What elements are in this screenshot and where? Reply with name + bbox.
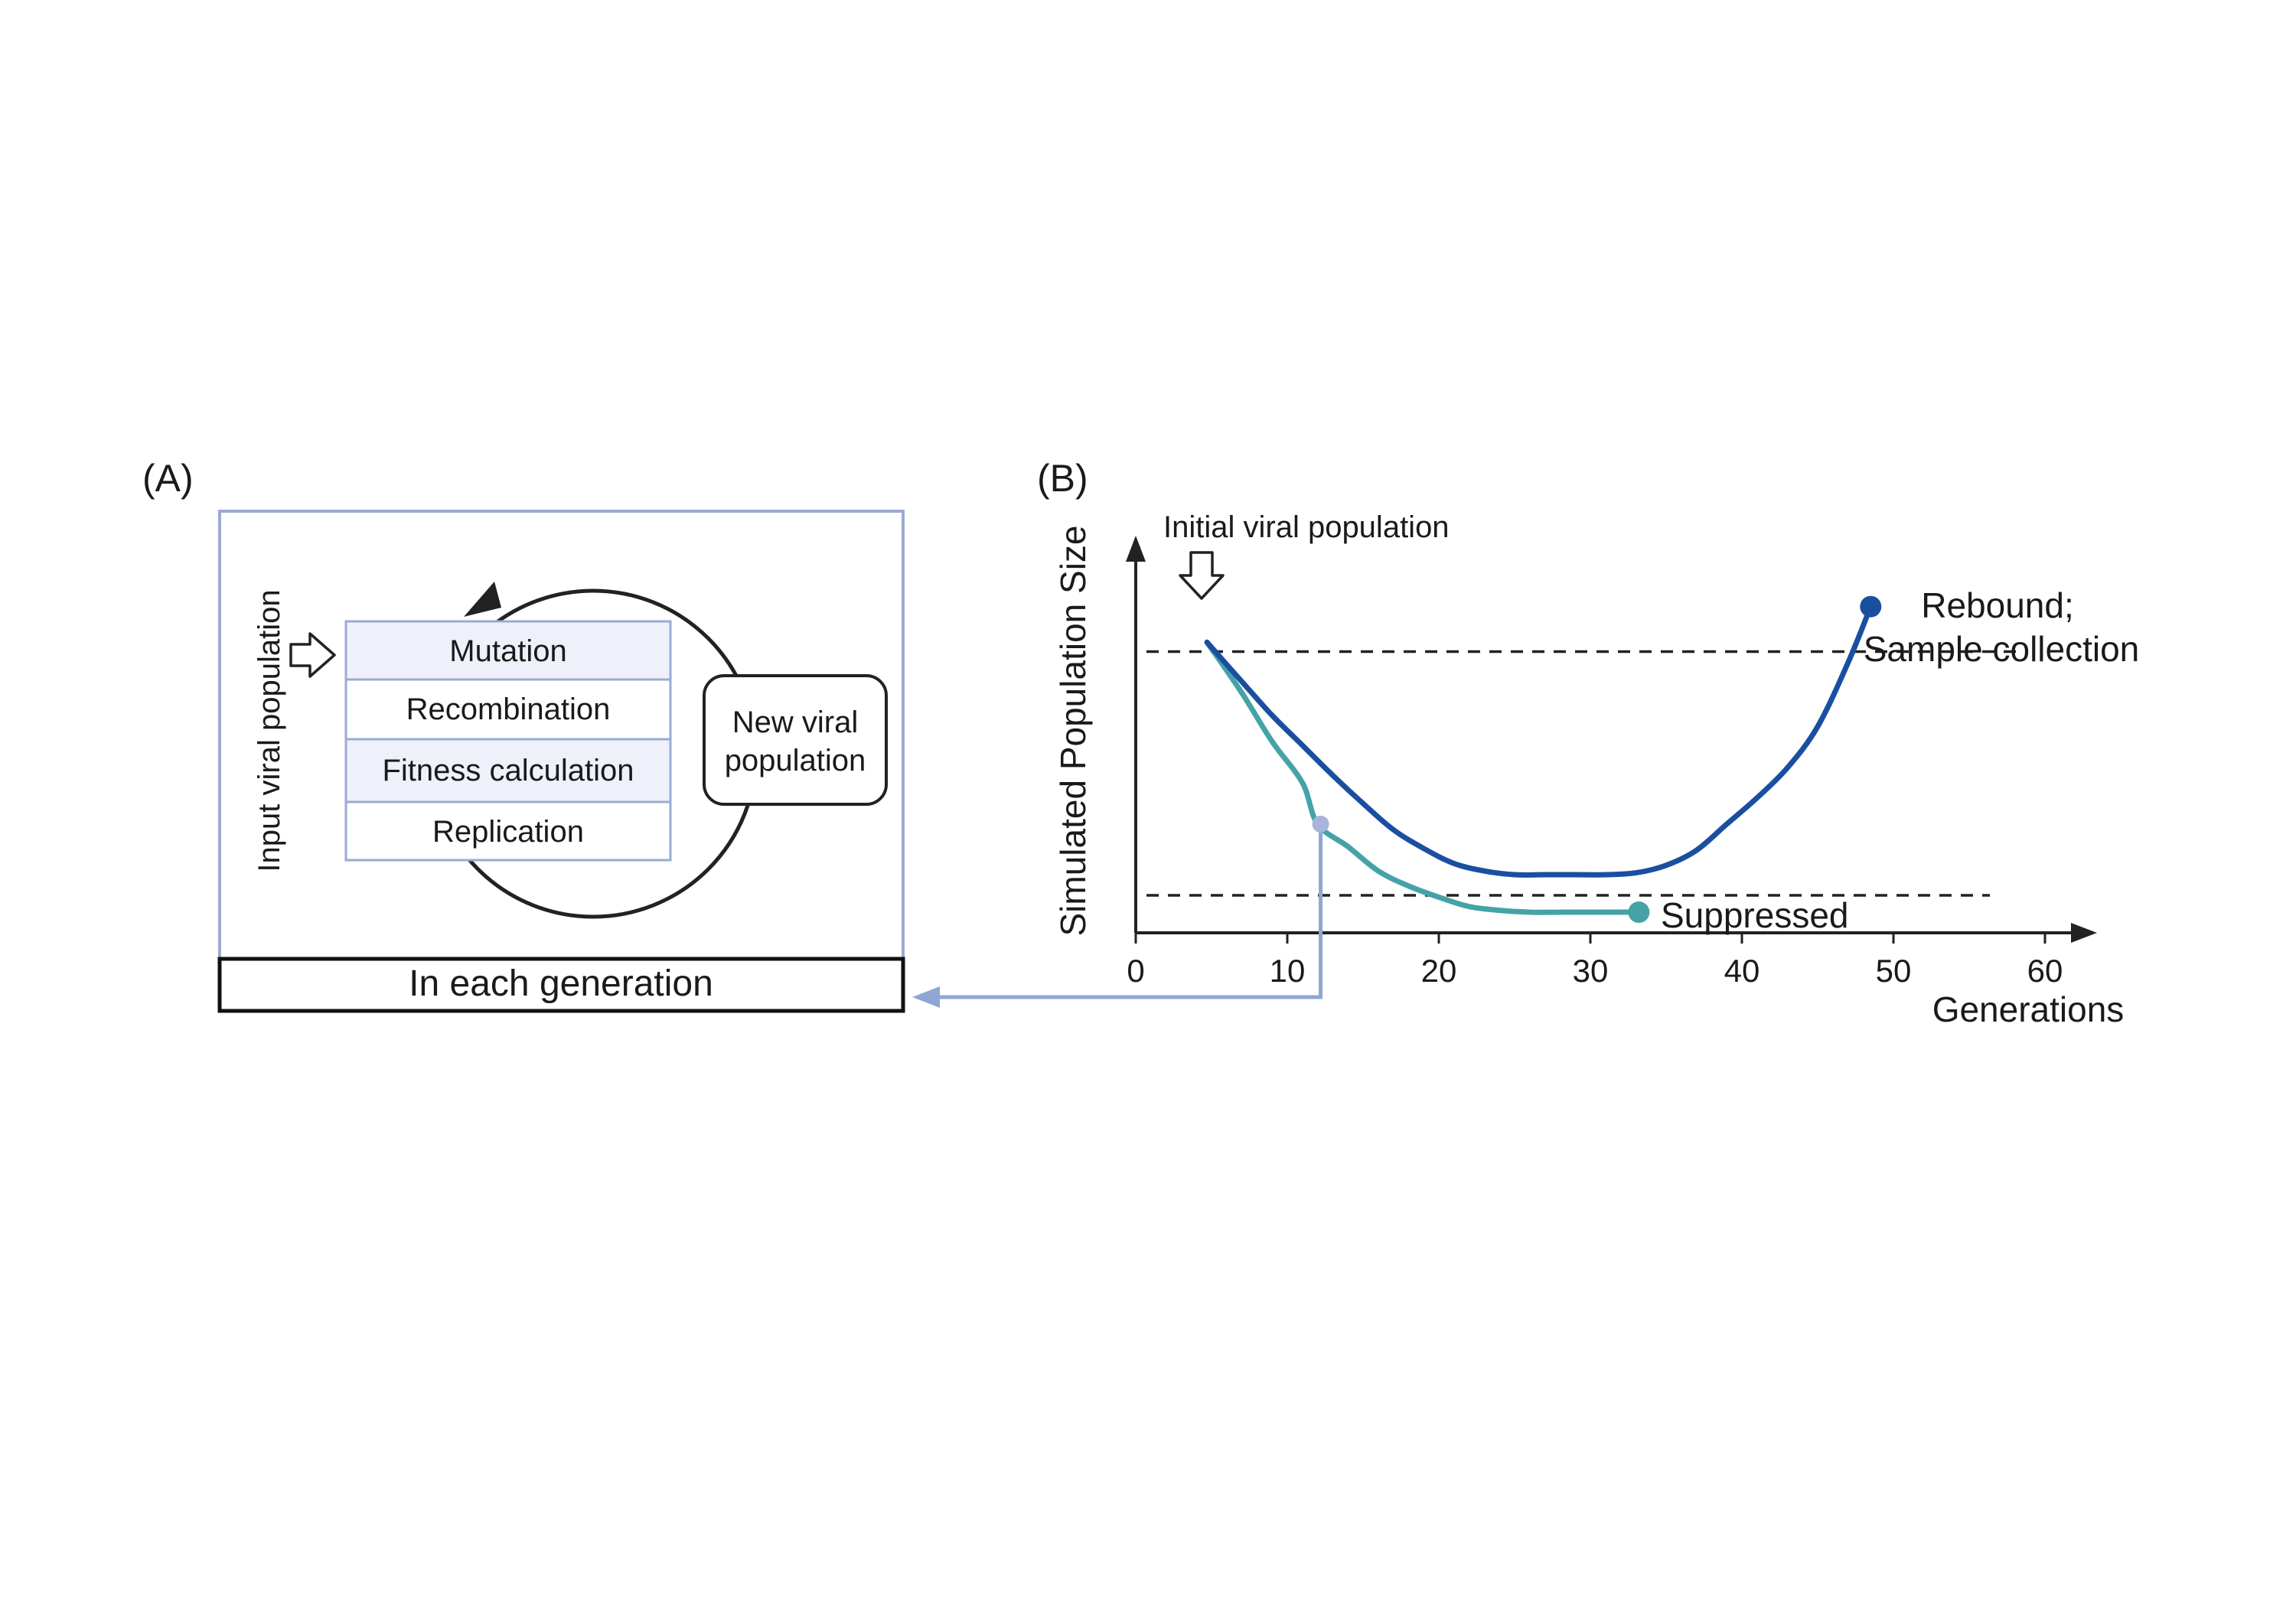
panel-a-label: (A) (142, 457, 194, 500)
step-replication: Replication (432, 815, 584, 849)
initial-population-arrow-icon (1179, 551, 1225, 600)
step-box-fitness (344, 738, 672, 804)
x-tick-label: 10 (1270, 953, 1306, 989)
new-population-line1: New viral (732, 706, 858, 739)
new-population-box (703, 674, 888, 806)
x-tick-label: 60 (2027, 953, 2063, 989)
panel-b-label: (B) (1037, 457, 1088, 500)
step-box-mutation (344, 620, 672, 681)
new-population-line2: population (725, 744, 866, 777)
initial-population-label: Initial viral population (1163, 510, 1450, 544)
x-tick-label: 20 (1421, 953, 1457, 989)
x-tick-label: 30 (1573, 953, 1609, 989)
rebound-endpoint-marker (1860, 595, 1882, 618)
footer-label: In each generation (409, 963, 713, 1004)
suppressed-endpoint-marker (1628, 901, 1650, 924)
link-arrowhead-icon (912, 986, 940, 1008)
input-arrow-icon (289, 632, 336, 678)
rebound-label-line1: Rebound; (1921, 585, 2074, 625)
cycle-arrowhead-icon (464, 582, 501, 617)
x-tick-label: 0 (1127, 953, 1144, 989)
y-axis-title: Simulated Population Size (1053, 526, 1093, 937)
panel-a: (A) Mutation Recombination Fitness calcu… (142, 457, 905, 1013)
rebound-series-line (1204, 604, 1874, 878)
step-recombination: Recombination (406, 693, 611, 726)
highlight-point-marker (1312, 815, 1329, 833)
footer-bar (217, 957, 905, 1013)
x-axis-arrowhead-icon (2071, 923, 2097, 943)
step-mutation: Mutation (449, 634, 566, 668)
rebound-label-line2: Sample collection (1864, 629, 2140, 669)
x-axis-title: Generations (1932, 989, 2125, 1029)
suppressed-label: Suppressed (1661, 895, 1849, 935)
x-tick-label: 50 (1876, 953, 1912, 989)
y-axis-arrowhead-icon (1126, 536, 1146, 562)
link-connector (940, 823, 1323, 999)
step-fitness-calculation: Fitness calculation (382, 754, 634, 787)
step-box-replication (344, 800, 672, 862)
x-tick-label: 40 (1724, 953, 1760, 989)
input-population-label: Input viral population (253, 589, 286, 872)
suppressed-series-line (1204, 639, 1642, 915)
